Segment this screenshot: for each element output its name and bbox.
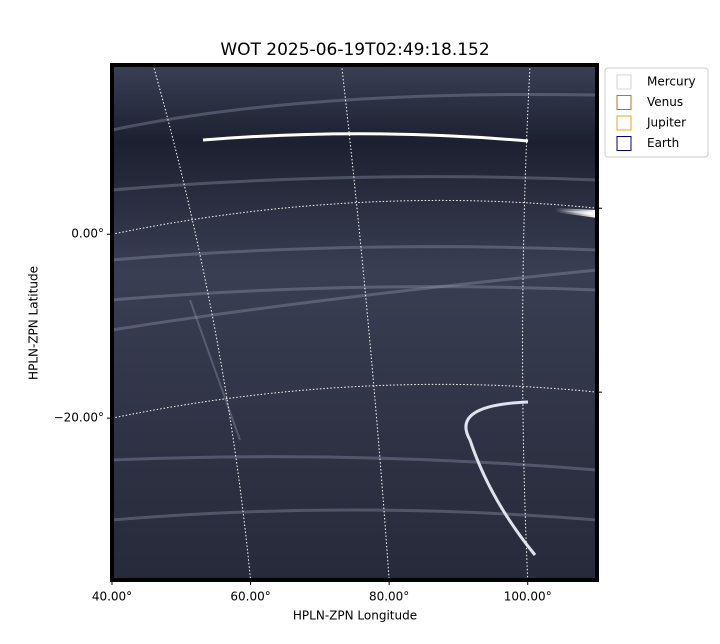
x-tick-label: 80.00° — [369, 590, 409, 604]
legend-swatch — [616, 136, 632, 151]
image-background — [112, 65, 597, 580]
legend-label: Earth — [647, 136, 679, 150]
grid-line — [341, 64, 390, 581]
y-tick-label: −20.00° — [54, 411, 104, 425]
legend-swatch — [616, 74, 632, 90]
legend-box — [604, 67, 709, 158]
grid-line — [522, 64, 531, 581]
grid-line — [111, 199, 598, 235]
x-tick-label: 40.00° — [92, 590, 132, 604]
legend: Mercury Venus Jupiter Earth — [604, 67, 709, 158]
legend-label: Venus — [647, 95, 683, 109]
x-axis-label: HPLN-ZPN Longitude — [293, 609, 417, 623]
frame — [110, 63, 599, 582]
streaks — [111, 92, 598, 522]
chart-title: WOT 2025-06-19T02:49:18.152 — [220, 40, 489, 60]
legend-label: Jupiter — [646, 116, 686, 130]
arc-streak — [202, 132, 529, 143]
curved-streak — [464, 400, 537, 556]
legend-swatch — [616, 115, 632, 131]
legend-label: Mercury — [647, 75, 696, 89]
legend-swatch — [616, 95, 632, 110]
grid-line — [111, 383, 598, 419]
x-tick-label: 100.00° — [504, 590, 552, 604]
y-axis-label: HPLN-ZPN Latitude — [27, 266, 41, 380]
image — [110, 63, 599, 582]
x-tick-label: 60.00° — [230, 590, 270, 604]
y-tick-label: 0.00° — [71, 227, 104, 241]
